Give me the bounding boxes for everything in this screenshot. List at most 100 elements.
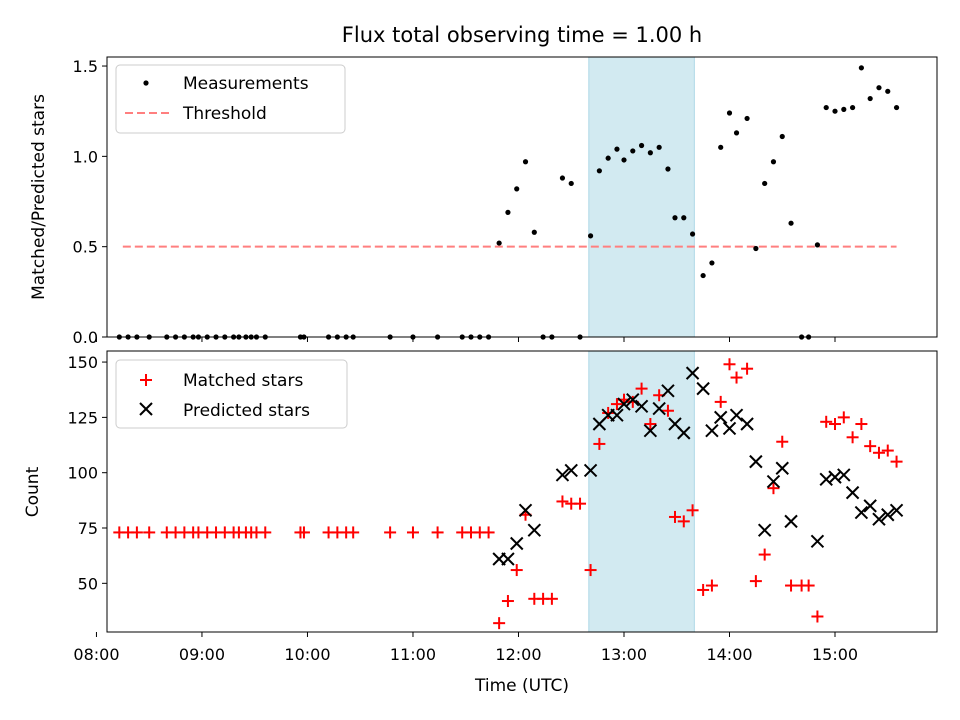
measurement-point (726, 110, 733, 116)
matched-star-point (677, 515, 690, 528)
predicted-star-point (555, 468, 570, 482)
measurement-point (568, 180, 574, 187)
matched-star-point (584, 564, 597, 577)
bottom-ytick-label: 75 (78, 519, 98, 538)
predicted-star-point (518, 503, 533, 518)
predicted-star-point (881, 508, 895, 522)
measurement-point (733, 130, 740, 136)
bottom-ytick-label: 125 (67, 408, 98, 427)
predicted-star-point (775, 461, 789, 475)
predicted-star-point (510, 536, 524, 551)
bottom-axes-frame (106, 350, 938, 633)
top-axes-frame (106, 56, 938, 338)
measurement-point (893, 104, 900, 111)
bottom-ytick-label: 150 (67, 353, 98, 372)
measurement-point (656, 144, 662, 150)
bottom-legend-box (115, 359, 348, 429)
predicted-star-point (714, 410, 728, 425)
matched-star-point (602, 406, 615, 419)
matched-star-point (872, 446, 885, 459)
measurement-point (531, 229, 537, 235)
predicted-star-point (784, 514, 798, 529)
measurement-point (718, 144, 724, 150)
matched-star-point (610, 398, 623, 411)
measurement-point (753, 245, 759, 252)
matched-star-point (406, 526, 419, 539)
bottom-xlabel: Time (UTC) (474, 676, 569, 696)
measurement-point (621, 157, 627, 163)
predicted-star-point (863, 499, 877, 513)
measurement-point (770, 159, 777, 165)
matched-star-point (820, 415, 833, 428)
predicted-star-point (729, 408, 744, 422)
chart-title: Flux total observing time = 1.00 h (342, 23, 702, 47)
legend-matched-marker (140, 374, 152, 386)
matched-star-point (785, 579, 798, 592)
measurement-point (849, 104, 856, 111)
matched-star-point (864, 440, 877, 453)
matched-star-point (730, 371, 743, 384)
matched-star-point (545, 592, 558, 605)
measurement-point (514, 186, 520, 192)
top-panel: 0.0 0.5 1.0 1.5 Matched/Predicted stars Mea… (29, 56, 938, 347)
predicted-star-point (819, 472, 833, 487)
matched-star-point (635, 382, 648, 395)
measurement-point (630, 148, 636, 154)
predicted-star-point (564, 463, 578, 478)
matched-star-point (776, 435, 789, 448)
measurement-point (605, 155, 611, 161)
matched-star-point (259, 526, 272, 539)
matched-star-point (143, 526, 156, 539)
predicted-star-point (889, 503, 904, 518)
top-ytick-label: 1.5 (73, 57, 98, 76)
measurement-point (832, 108, 838, 114)
bottom-xtick-label: 11:00 (390, 645, 436, 664)
predicted-star-point (722, 421, 737, 436)
bottom-xtick-label: 10:00 (284, 645, 330, 664)
matched-star-point (802, 579, 815, 592)
matched-star-point (661, 404, 674, 417)
matched-star-point (130, 526, 143, 539)
measurement-point (614, 146, 620, 152)
legend-matched-label: Matched stars (183, 371, 303, 391)
bottom-xtick-label: 13:00 (601, 645, 647, 664)
measurement-point (858, 65, 864, 71)
predicted-star-point (677, 426, 691, 440)
predicted-star-point (643, 423, 658, 438)
measurement-point (823, 104, 829, 111)
measurement-point (596, 168, 602, 174)
bottom-xtick-label: 08:00 (73, 645, 119, 664)
matched-star-point (811, 610, 824, 623)
legend-threshold-label: Threshold (182, 104, 267, 124)
measurement-point (709, 260, 715, 266)
matched-star-point (855, 418, 868, 431)
matched-star-point (846, 431, 859, 444)
matched-star-point (723, 358, 736, 371)
matched-star-point (758, 548, 771, 561)
measurement-point (496, 240, 502, 246)
matched-star-point (384, 526, 397, 539)
predicted-star-point (501, 552, 515, 566)
predicted-star-point (828, 470, 842, 484)
matched-star-point (741, 362, 754, 375)
matched-star-point (574, 497, 587, 510)
bottom-ytick-label: 50 (78, 574, 98, 593)
bottom-ytick-label: 100 (67, 464, 98, 483)
measurement-point (681, 215, 687, 221)
bottom-xtick-label: 14:00 (706, 645, 752, 664)
legend-measurements-marker (143, 80, 149, 86)
matched-star-point (482, 526, 495, 539)
predicted-star-point (652, 401, 666, 416)
matched-star-point (493, 617, 506, 630)
bottom-xtick-label: 09:00 (179, 645, 225, 664)
predicted-star-point (854, 505, 869, 520)
predicted-star-point (634, 399, 649, 414)
measurement-point (744, 115, 750, 122)
predicted-star-point (766, 474, 781, 489)
top-ylabel: Matched/Predicted stars (29, 94, 49, 300)
measurement-point (841, 106, 847, 112)
measurement-point (647, 150, 653, 156)
top-legend: Measurements Threshold (115, 64, 346, 134)
matched-star-point (556, 495, 569, 508)
